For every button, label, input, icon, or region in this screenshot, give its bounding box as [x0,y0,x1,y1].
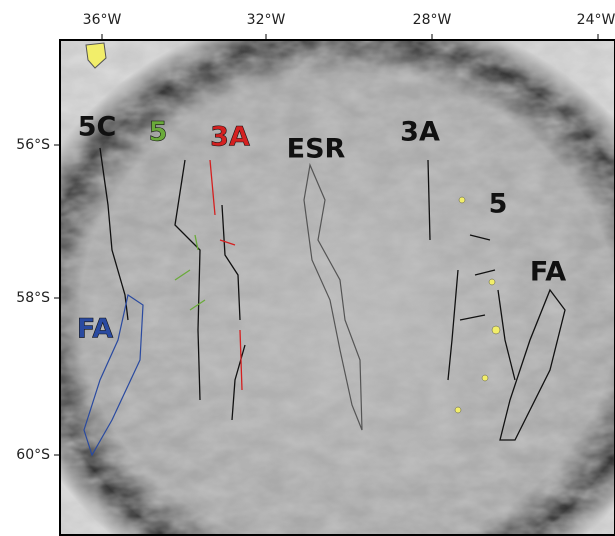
ridge-contour [303,162,363,431]
longitude-label: 36°W [83,12,122,28]
fracture-zone [499,288,566,441]
bathymetry-texture [60,40,615,536]
lineations-green [174,234,206,311]
map-frame [59,39,615,536]
latitude-label: 56°S [16,137,50,153]
fracture-zone-blue [83,294,144,457]
map-label: 3A [400,117,440,148]
map-label: 5C [78,112,117,143]
map-label: 5 [489,189,508,220]
map-label: FA [77,314,113,345]
ticks [54,34,599,456]
latitude-label: 60°S [16,447,50,463]
map-label: 3A [210,122,250,153]
map-area: 5C 5 3A ESR 3A 5 FA FA [60,40,615,536]
latitude-label: 58°S [16,290,50,306]
island [85,42,107,69]
map-label: FA [530,257,566,288]
longitude-label: 24°W [577,12,615,28]
map-label: 5 [149,117,168,148]
map-label: ESR [287,134,346,165]
lineations-red [209,159,243,391]
longitude-label: 32°W [247,12,286,28]
seamounts [454,196,501,414]
longitude-label: 28°W [413,12,452,28]
